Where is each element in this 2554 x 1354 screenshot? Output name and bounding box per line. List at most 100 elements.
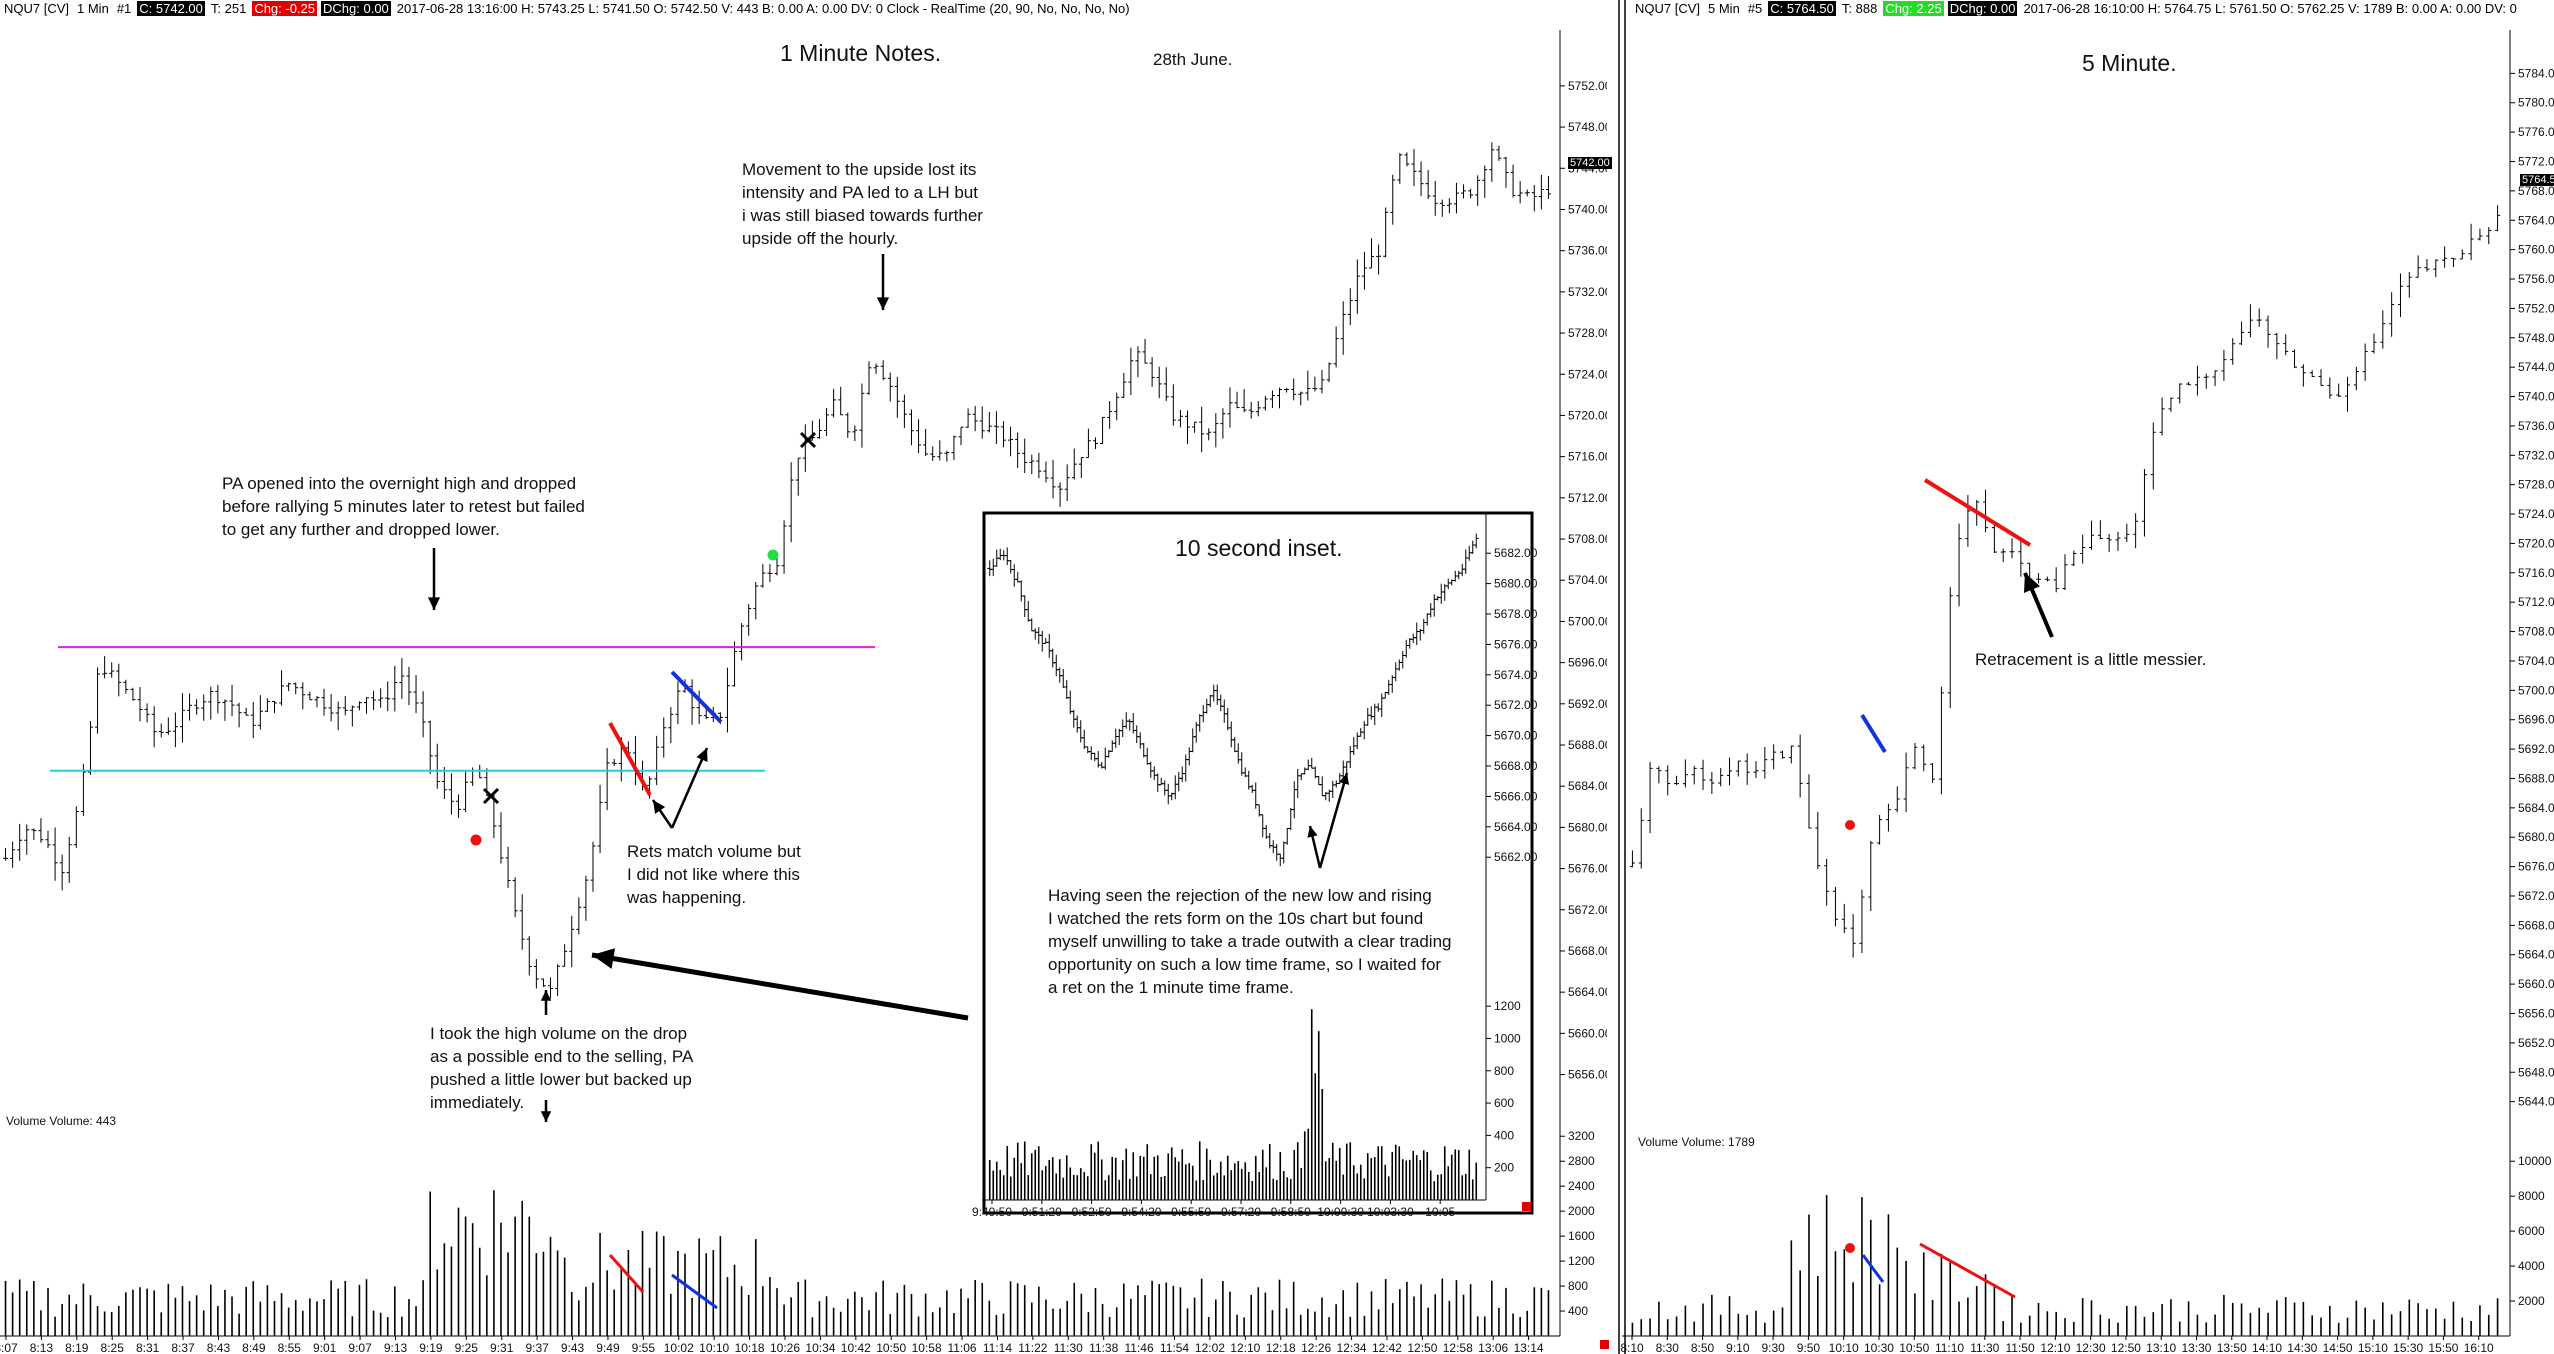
left-y-tick-label: 5732.00 (1568, 285, 1612, 299)
inset-y-tick-label: 5666.00 (1494, 789, 1538, 803)
left-red-ret-line (608, 722, 652, 796)
left-corner-marker (1600, 1340, 1609, 1349)
right-y-tick-label: 5760.00 (2518, 243, 2554, 257)
left-close: C: 5742.00 (137, 1, 205, 16)
left-x-tick-label: 12:42 (1372, 1341, 1402, 1354)
arrow-drop-low-head (540, 990, 552, 1001)
left-x-tick-label: 9:55 (632, 1341, 656, 1354)
left-x-tick-label: 10:26 (770, 1341, 800, 1354)
note-rets: Rets match volume but I did not like whe… (627, 842, 801, 907)
right-x-tick-label: 10:30 (1864, 1341, 1894, 1354)
left-interval: 1 Min (77, 1, 109, 16)
right-blue-ret-line (1860, 713, 1887, 754)
inset-x-tick-label: 9:52:50 (1072, 1205, 1112, 1219)
right-y-tick-label: 5672.00 (2518, 889, 2554, 903)
right-y-tick-label: 5776.00 (2518, 125, 2554, 139)
left-x-tick-label: 12:26 (1301, 1341, 1331, 1354)
left-x-tick-label: 10:50 (876, 1341, 906, 1354)
left-x-tick-label: 9:07 (348, 1341, 372, 1354)
right-x-tick-label: 11:50 (2006, 1341, 2035, 1354)
note-retracement: Retracement is a little messier. (1975, 650, 2207, 669)
right-y-tick-label: 5696.00 (2518, 713, 2554, 727)
inset-volume-tick-label: 800 (1494, 1064, 1514, 1078)
right-y-tick-label: 5756.00 (2518, 272, 2554, 286)
left-x-tick-label: 11:22 (1018, 1341, 1047, 1354)
right-y-tick-label: 5764.00 (2518, 213, 2554, 227)
panel-gap (1607, 0, 1625, 1354)
right-y-tick-label: 5712.00 (2518, 595, 2554, 609)
right-y-tick-label: 5740.00 (2518, 390, 2554, 404)
left-y-tick-label: 5656.00 (1568, 1068, 1612, 1082)
right-y-tick-label: 5692.00 (2518, 742, 2554, 756)
left-x-tick-label: 12:10 (1230, 1341, 1260, 1354)
x-mark (482, 787, 500, 805)
left-x-tick-label: 8:31 (136, 1341, 160, 1354)
inset-y-tick-label: 5668.00 (1494, 759, 1538, 773)
right-y-tick-label: 5644.00 (2518, 1095, 2554, 1109)
left-x-tick-label: 10:58 (912, 1341, 942, 1354)
inset-x-tick-label: 9:51:20 (1022, 1205, 1062, 1219)
right-y-tick-label: 5704.00 (2518, 654, 2554, 668)
inset-title: 10 second inset. (1175, 535, 1343, 561)
left-y-tick-label: 5724.00 (1568, 367, 1612, 381)
right-y-tick-label: 5720.00 (2518, 536, 2554, 550)
left-y-tick-label: 5748.00 (1568, 120, 1612, 134)
left-x-tick-label: 8:43 (207, 1341, 231, 1354)
inset-x-tick-label: 10:00:30 (1317, 1205, 1364, 1219)
left-x-tick-label: 13:14 (1514, 1341, 1544, 1354)
left-x-tick-label: 8:19 (65, 1341, 89, 1354)
arrow-inset-rise (1318, 772, 1349, 869)
left-y-tick-label: 5728.00 (1568, 326, 1612, 340)
right-y-tick-label: 5676.00 (2518, 860, 2554, 874)
right-red-volume-dot (1845, 1243, 1855, 1253)
left-index: #1 (116, 1, 132, 16)
left-y-tick-label: 5672.00 (1568, 903, 1612, 917)
inset-x-tick-label: 9:55:50 (1171, 1205, 1211, 1219)
inset-volume-tick-label: 600 (1494, 1096, 1514, 1110)
arrow-volume-spike-head (540, 1111, 552, 1122)
left-y-tick-label: 5676.00 (1568, 862, 1612, 876)
left-y-tick-label: 5716.00 (1568, 450, 1612, 464)
right-x-tick-label: 8:10 (1620, 1341, 1644, 1354)
left-x-tick-label: 12:58 (1443, 1341, 1473, 1354)
right-volume-tick-label: 4000 (2518, 1259, 2545, 1273)
left-price-tag: 5742.00 (1568, 157, 1612, 169)
arrow-upside-head (876, 297, 890, 310)
right-volume-label: Volume Volume: 1789 (1638, 1135, 1755, 1149)
left-x-tick-label: 11:14 (983, 1341, 1012, 1354)
inset-y-tick-label: 5664.00 (1494, 820, 1538, 834)
right-y-tick-label: 5656.00 (2518, 1007, 2554, 1021)
left-x-tick-label: 9:31 (490, 1341, 514, 1354)
right-x-tick-label: 13:50 (2217, 1341, 2247, 1354)
left-volume-tick-label: 1600 (1568, 1229, 1595, 1243)
left-x-tick-label: 10:34 (805, 1341, 835, 1354)
right-y-tick-label: 5768.00 (2518, 184, 2554, 198)
right-y-tick-label: 5660.00 (2518, 977, 2554, 991)
right-x-tick-label: 12:10 (2040, 1341, 2070, 1354)
left-x-tick-label: 9:49 (596, 1341, 620, 1354)
right-y-tick-label: 5688.00 (2518, 771, 2554, 785)
left-volume-tick-label: 1200 (1568, 1254, 1595, 1268)
left-y-tick-label: 5704.00 (1568, 573, 1612, 587)
right-x-tick-label: 15:50 (2428, 1341, 2458, 1354)
inset-frame (982, 511, 1534, 1215)
right-x-tick-label: 9:10 (1726, 1341, 1750, 1354)
left-y-tick-label: 5752.00 (1568, 79, 1612, 93)
left-y-tick-label: 5684.00 (1568, 779, 1612, 793)
right-y-tick-label: 5708.00 (2518, 625, 2554, 639)
right-volume-tick-label: 10000 (2518, 1154, 2552, 1168)
right-x-tick-label: 11:30 (1970, 1341, 1999, 1354)
right-volume-tick-label: 8000 (2518, 1189, 2545, 1203)
right-y-tick-label: 5648.00 (2518, 1065, 2554, 1079)
inset-y-tick-label: 5682.00 (1494, 546, 1538, 560)
left-x-tick-label: 11:54 (1160, 1341, 1189, 1354)
left-x-tick-label: 9:13 (384, 1341, 408, 1354)
right-y-tick-label: 5668.00 (2518, 918, 2554, 932)
right-x-tick-label: 13:10 (2146, 1341, 2176, 1354)
right-x-tick-label: 12:50 (2111, 1341, 2141, 1354)
left-x-tick-label: 9:43 (561, 1341, 585, 1354)
right-symbol: NQU7 [CV] (1635, 1, 1701, 16)
left-symbol: NQU7 [CV] (4, 1, 70, 16)
right-red-ret-line (1923, 478, 2032, 547)
